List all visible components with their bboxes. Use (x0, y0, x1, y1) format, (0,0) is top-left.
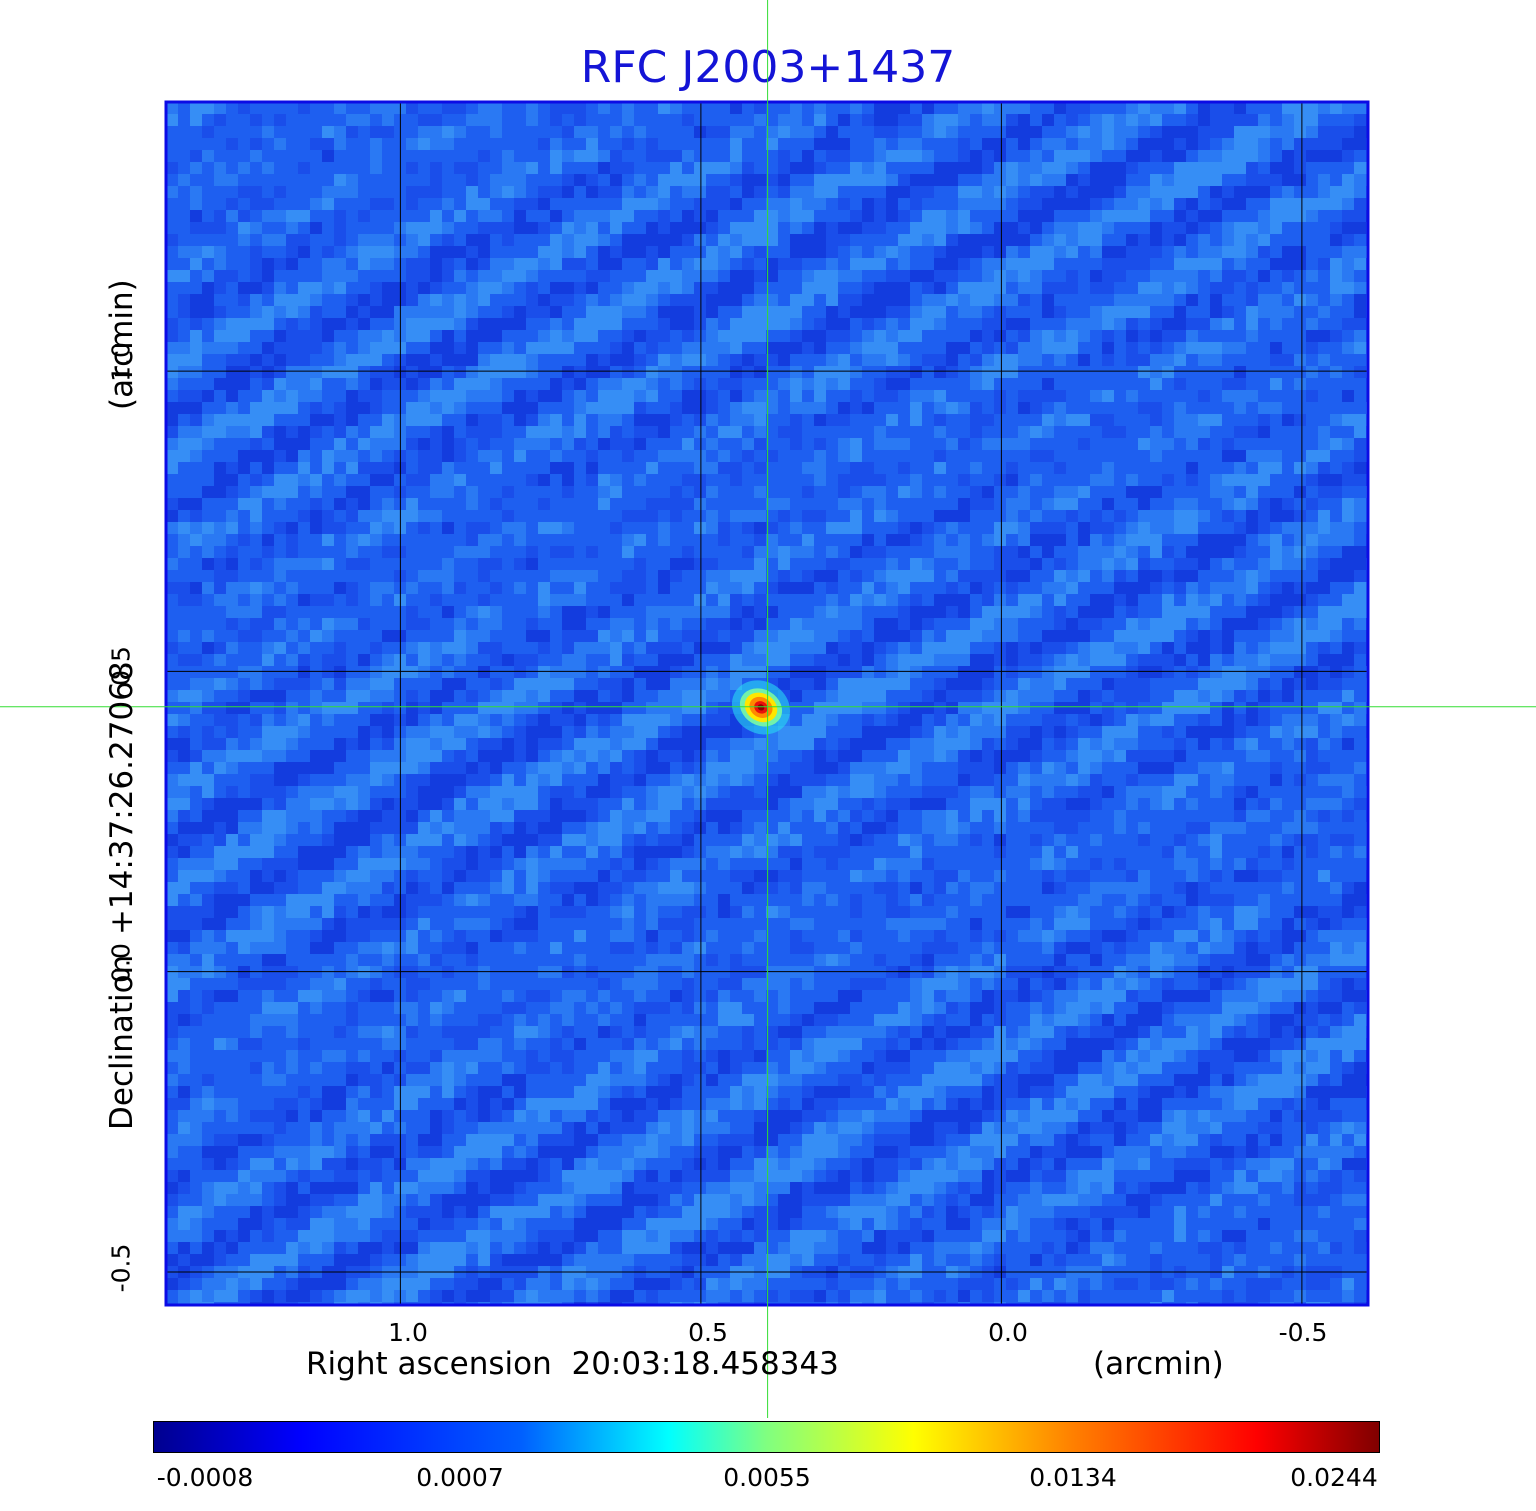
x-tick-label: -0.5 (1278, 1318, 1328, 1347)
y-axis-unit: (arcmin) (104, 279, 140, 410)
plot-frame (164, 100, 1370, 1307)
x-tick-label: 0.5 (688, 1318, 728, 1347)
colorbar (153, 1421, 1380, 1453)
x-tick-label: 0.0 (988, 1318, 1028, 1347)
y-tick-label: -0.5 (106, 1243, 136, 1293)
y-axis-label: Declination +14:37:26.27068 (104, 661, 140, 1130)
x-axis-unit: (arcmin) (1093, 1346, 1224, 1382)
x-axis-label: Right ascension 20:03:18.458343 (306, 1346, 839, 1382)
colorbar-tick-label: -0.0008 (156, 1463, 254, 1492)
heatmap-noise (166, 102, 1368, 1305)
colorbar-tick-label: 0.0134 (1029, 1463, 1117, 1492)
colorbar-tick-label: 0.0055 (723, 1463, 811, 1492)
source-peak (757, 704, 765, 711)
colorbar-tick-label: 0.0007 (416, 1463, 504, 1492)
colorbar-tick-label: 0.0244 (1290, 1463, 1378, 1492)
x-tick-label: 1.0 (388, 1318, 428, 1347)
